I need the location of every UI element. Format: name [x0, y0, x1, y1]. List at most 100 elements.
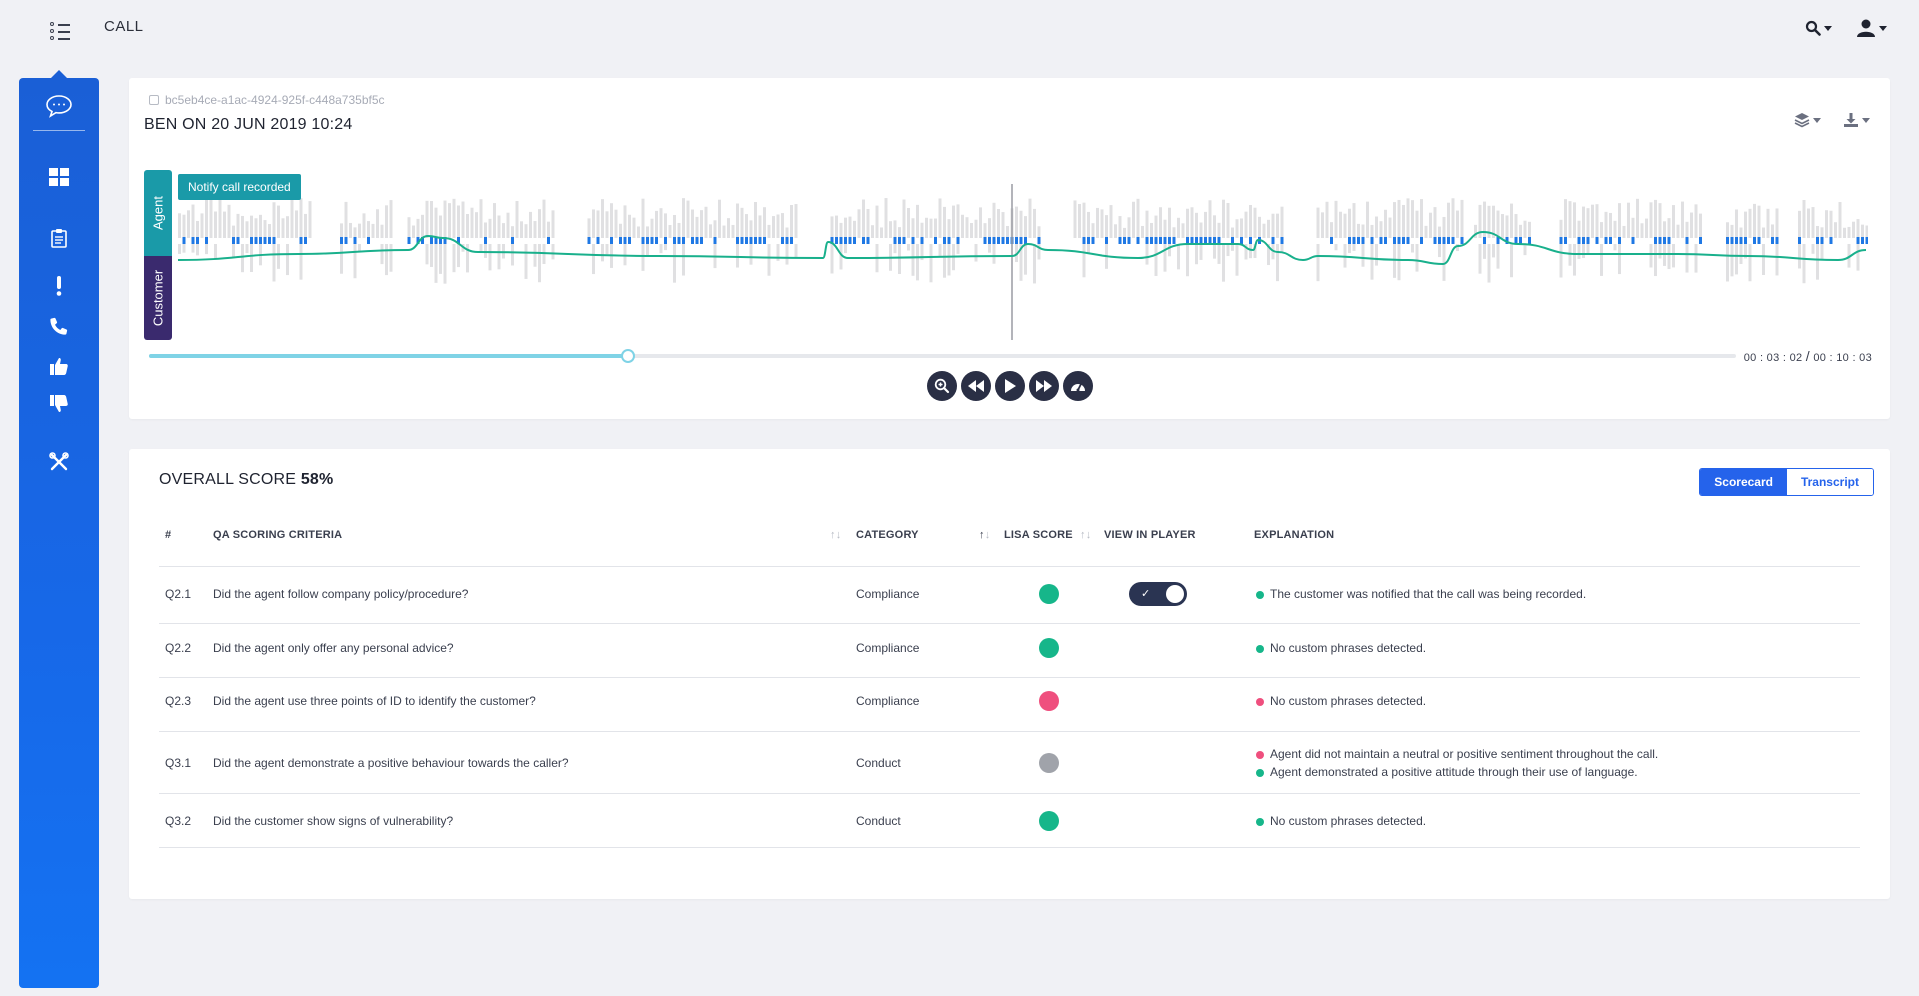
sidebar-pointer — [51, 70, 67, 78]
col-lisa-score[interactable]: LISA SCORE — [1004, 529, 1073, 541]
tab-scorecard[interactable]: Scorecard — [1700, 469, 1787, 495]
agent-channel-tab: Agent — [144, 170, 172, 256]
sidebar-item-reports[interactable] — [19, 222, 99, 254]
row-num: Q2.2 — [165, 641, 192, 655]
sidebar-item-negative[interactable] — [19, 388, 99, 420]
explanation-item: Agent did not maintain a neutral or posi… — [1256, 745, 1658, 763]
table-row: Q3.2 Did the customer show signs of vulne… — [159, 794, 1860, 848]
row-criteria: Did the agent follow company policy/proc… — [213, 587, 469, 601]
check-icon: ✓ — [1141, 588, 1151, 600]
explanation-item: Agent demonstrated a positive attitude t… — [1256, 763, 1638, 781]
explanation-text: No custom phrases detected. — [1270, 641, 1427, 655]
col-num: # — [165, 529, 172, 541]
col-criteria[interactable]: QA SCORING CRITERIA — [213, 529, 343, 541]
play-icon — [1005, 379, 1016, 393]
row-criteria: Did the agent use three points of ID to … — [213, 694, 536, 708]
customer-channel-tab: Customer — [144, 256, 172, 340]
search-icon — [1805, 20, 1821, 36]
scorecard-card: OVERALL SCORE 58% Scorecard Transcript #… — [129, 449, 1890, 899]
col-category[interactable]: CATEGORY — [856, 529, 919, 541]
explanation-item: The customer was notified that the call … — [1256, 585, 1586, 603]
col-view-in-player: VIEW IN PLAYER — [1104, 529, 1196, 541]
row-num: Q3.2 — [165, 814, 192, 828]
view-in-player-toggle[interactable]: ✓ — [1129, 582, 1187, 606]
playback-progress-fill — [149, 354, 629, 358]
rewind-icon — [968, 380, 984, 392]
tools-icon — [49, 452, 69, 471]
chevron-down-icon — [1824, 25, 1832, 31]
thumbs-up-icon — [50, 358, 68, 375]
lisa-score-dot — [1039, 753, 1059, 773]
waveform[interactable] — [178, 170, 1868, 340]
row-category: Conduct — [856, 756, 901, 770]
table-row: Q3.1 Did the agent demonstrate a positive… — [159, 732, 1860, 794]
sort-lisa-icon[interactable]: ↑↓ — [1080, 529, 1092, 541]
explanation-text: No custom phrases detected. — [1270, 814, 1427, 828]
time-separator: / — [1805, 348, 1810, 364]
fast-forward-button[interactable] — [1029, 371, 1059, 401]
row-criteria: Did the agent demonstrate a positive beh… — [213, 756, 569, 770]
playback-time: 00 : 03 : 02 / 00 : 10 : 03 — [1744, 348, 1872, 364]
menu-list-icon[interactable] — [50, 22, 72, 40]
user-menu-button[interactable] — [1856, 18, 1887, 38]
row-num: Q2.1 — [165, 587, 192, 601]
layers-menu-button[interactable] — [1794, 112, 1821, 128]
chevron-down-icon — [1879, 25, 1887, 31]
explanation-text: The customer was notified that the call … — [1270, 587, 1587, 601]
row-criteria: Did the customer show signs of vulnerabi… — [213, 814, 454, 828]
scorecard-rows: Q1.4Is this customer a potential churn r… — [159, 547, 1860, 887]
sidebar-item-calls[interactable] — [19, 310, 99, 342]
row-category: Compliance — [856, 587, 920, 601]
sort-category-icon[interactable]: ↑↓ — [979, 529, 991, 541]
lisa-score-dot — [1039, 584, 1059, 604]
sidebar-item-alerts[interactable] — [19, 270, 99, 302]
total-time: 00 : 10 : 03 — [1813, 352, 1872, 364]
sort-criteria-icon[interactable]: ↑↓ — [830, 529, 842, 541]
alert-icon — [56, 276, 62, 296]
waveform-area[interactable]: Agent Customer Notify call recorded — [144, 170, 1872, 350]
table-row: Q2.2 Did the agent only offer any persona… — [159, 624, 1860, 678]
thumbs-down-icon — [50, 395, 68, 412]
call-id-row: bc5eb4ce-a1ac-4924-925f-c448a735bf5c — [149, 93, 385, 107]
chevron-down-icon — [1862, 117, 1870, 123]
rewind-button[interactable] — [961, 371, 991, 401]
row-num: Q3.1 — [165, 756, 192, 770]
agent-label: Agent — [150, 196, 166, 230]
table-row: Q1.4Is this customer a potential churn r… — [159, 547, 1860, 567]
row-category: Conduct — [856, 814, 901, 828]
download-menu-button[interactable] — [1843, 112, 1870, 128]
zoom-in-icon — [934, 378, 950, 394]
play-button[interactable] — [995, 371, 1025, 401]
table-header: # QA SCORING CRITERIA ↑↓ CATEGORY ↑↓ LIS… — [159, 529, 1859, 549]
clipboard-icon — [51, 229, 67, 248]
customer-label: Customer — [150, 269, 166, 327]
zoom-button[interactable] — [927, 371, 957, 401]
call-heading: BEN ON 20 JUN 2019 10:24 — [144, 116, 353, 133]
player-controls — [927, 371, 1093, 401]
layers-icon — [1794, 113, 1810, 128]
view-toggle: Scorecard Transcript — [1699, 468, 1874, 496]
explanation-item: No custom phrases detected. — [1256, 812, 1426, 830]
explanation-item: No custom phrases detected. — [1256, 692, 1426, 710]
table-row: Q2.1 Did the agent follow company policy/… — [159, 567, 1860, 624]
playback-speed-button[interactable] — [1063, 371, 1093, 401]
overall-score-label: OVERALL SCORE — [159, 471, 297, 488]
copy-icon[interactable] — [149, 95, 159, 105]
explanation-text: No custom phrases detected. — [1270, 694, 1427, 708]
chevron-down-icon — [1813, 117, 1821, 123]
search-menu-button[interactable] — [1805, 20, 1832, 36]
player-card: bc5eb4ce-a1ac-4924-925f-c448a735bf5c BEN… — [129, 78, 1890, 419]
sidebar-item-dashboard[interactable] — [19, 161, 99, 193]
lisa-score-dot — [1039, 638, 1059, 658]
sidebar-item-positive[interactable] — [19, 350, 99, 382]
col-explanation: EXPLANATION — [1254, 529, 1335, 541]
sidebar-divider — [33, 130, 85, 131]
playback-progress-bar[interactable] — [149, 349, 1736, 363]
sidebar-item-settings[interactable] — [19, 446, 99, 478]
phone-icon — [50, 317, 68, 335]
sidebar-item-conversations[interactable] — [19, 90, 99, 122]
tab-transcript[interactable]: Transcript — [1786, 469, 1873, 495]
lisa-score-dot — [1039, 691, 1059, 711]
playback-scrubber-handle[interactable] — [621, 349, 636, 363]
annotation-notify-call-recorded[interactable]: Notify call recorded — [178, 174, 301, 200]
